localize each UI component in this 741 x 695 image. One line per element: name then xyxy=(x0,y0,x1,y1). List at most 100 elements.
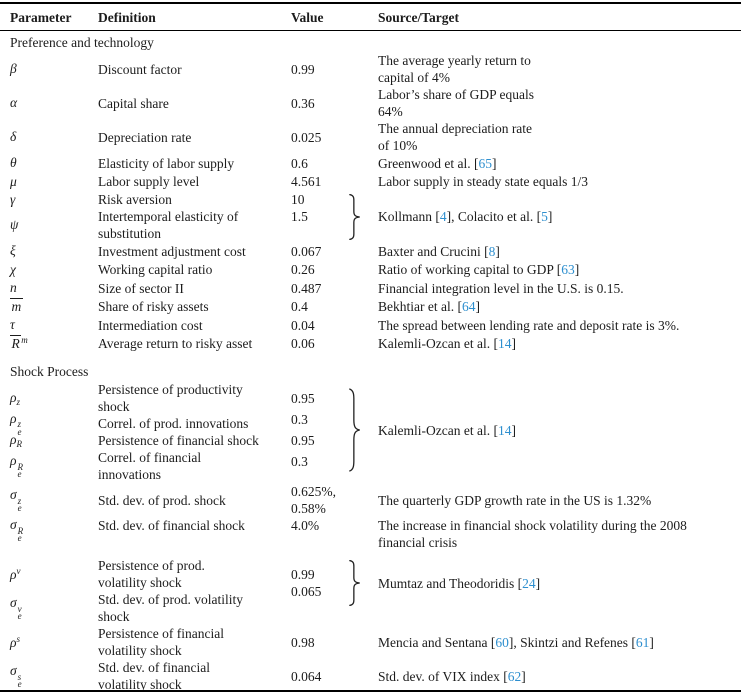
parameter-subscript: e xyxy=(17,533,22,543)
definition-text: Size of sector II xyxy=(98,280,184,296)
parameter-base: ρ xyxy=(10,453,17,469)
citation-link[interactable]: 14 xyxy=(497,336,512,352)
source-text: Std. dev. of VIX index [ xyxy=(378,668,508,684)
group-brace-icon xyxy=(348,388,361,472)
source-text-line: The spread between lending rate and depo… xyxy=(378,317,735,334)
parameter-symbol: τ xyxy=(10,317,15,332)
source-text-line: 64% xyxy=(378,103,735,120)
definition-cell: Persistence of prod. volatility shock Std.… xyxy=(98,557,291,625)
value-cell: 10 1.5 xyxy=(291,191,348,242)
citation-link[interactable]: 60 xyxy=(495,634,509,650)
section-title: Shock Process xyxy=(10,364,89,379)
header-source-target: Source/Target xyxy=(378,10,459,25)
source-cell: Std. dev. of VIX index [62] xyxy=(378,668,735,685)
value-cell: 0.6 xyxy=(291,155,348,172)
parameter-subscript: R xyxy=(16,439,22,449)
citation-link[interactable]: 64 xyxy=(461,299,476,315)
source-text: Greenwood et al. [ xyxy=(378,155,479,171)
source-text: Baxter and Crucini [ xyxy=(378,243,489,259)
definition-text: shock xyxy=(98,399,130,414)
parameter-superscript: R xyxy=(17,461,23,472)
source-text: ] xyxy=(491,155,497,171)
parameter-symbol: μ xyxy=(10,174,17,189)
definition-text: Labor supply level xyxy=(98,174,200,190)
param-cell: μ xyxy=(10,174,98,190)
definition-text: substitution xyxy=(98,226,162,241)
table-row: τ Intermediation cost 0.04 The spread betwe… xyxy=(0,316,741,335)
citation-link[interactable]: 24 xyxy=(522,575,536,591)
definition-text: Correl. of financial xyxy=(98,450,202,465)
param-entry: ρv xyxy=(10,557,98,591)
value-text: 0.99 xyxy=(291,61,315,77)
source-text: Financial integration level in the U.S. … xyxy=(378,280,624,296)
param-cell: n xyxy=(10,280,98,296)
value-cell: 0.064 xyxy=(291,668,348,685)
parameter-subscript: e xyxy=(17,611,22,622)
parameter-symbol: ρv xyxy=(10,566,20,583)
definition-text: Average return to risky asset xyxy=(98,336,253,352)
value-text: 0.3 xyxy=(291,412,308,427)
citation-link[interactable]: 14 xyxy=(497,422,512,438)
value-text: 4.0% xyxy=(291,518,320,533)
brace-cell xyxy=(348,52,378,86)
param-cell: ρv σ v e xyxy=(10,557,98,625)
source-text: ], Skintzi and Refenes [ xyxy=(508,634,636,650)
value-cell: 4.561 xyxy=(291,173,348,190)
definition-cell: Intermediation cost xyxy=(98,317,291,334)
parameter-symbol: ξ xyxy=(10,243,16,258)
parameter-subscript: e xyxy=(17,469,22,480)
parameter-symbol: ρz xyxy=(10,390,20,407)
value-text: 0.95 xyxy=(291,391,315,406)
param-cell: α xyxy=(10,95,98,111)
value-text: 0.98 xyxy=(291,634,315,650)
parameter-base: R xyxy=(11,336,20,352)
definition-cell: Persistence of financial volatility shock xyxy=(98,625,291,659)
citation-link[interactable]: 63 xyxy=(561,262,575,278)
table-row: χ Working capital ratio 0.26 Ratio of worki… xyxy=(0,261,741,280)
parameter-base: m xyxy=(11,299,22,315)
source-text: The annual depreciation rate xyxy=(378,121,533,136)
source-cell: Financial integration level in the U.S. … xyxy=(378,280,735,297)
source-text: Mencia and Sentana [ xyxy=(378,634,496,650)
parameter-base: χ xyxy=(10,261,16,277)
definition-cell: Labor supply level xyxy=(98,173,291,190)
group-brace-icon xyxy=(348,560,361,606)
definition-text: Depreciation rate xyxy=(98,129,192,145)
definition-cell: Std. dev. of financial volatility shock xyxy=(98,659,291,693)
parameter-subscript: e xyxy=(17,679,22,690)
source-text: ] xyxy=(521,668,526,684)
citation-link[interactable]: 4 xyxy=(439,209,447,224)
parameter-base: σ xyxy=(10,517,17,532)
definition-text: Persistence of productivity xyxy=(98,382,243,397)
parameter-symbol: ψ xyxy=(10,217,18,233)
parameter-superscript: m xyxy=(21,335,28,346)
citation-link[interactable]: 8 xyxy=(488,243,496,259)
citation-link[interactable]: 5 xyxy=(541,209,548,224)
table-row: σ s e Std. dev. of financial volatility shoc… xyxy=(0,659,741,693)
definition-cell: Average return to risky asset xyxy=(98,335,291,352)
source-text: Bekhtiar et al. [ xyxy=(378,299,462,315)
citation-link[interactable]: 61 xyxy=(635,634,650,650)
definition-text: Persistence of financial shock xyxy=(98,433,259,448)
citation-link[interactable]: 65 xyxy=(478,155,492,171)
citation-link[interactable]: 62 xyxy=(507,668,522,684)
definition-text: Intertemporal elasticity of xyxy=(98,209,239,224)
table-row: ξ Investment adjustment cost 0.067 Baxter a… xyxy=(0,242,741,261)
source-text-line: capital of 4% xyxy=(378,69,735,86)
value-cell: 0.95 0.3 0.95 0.3 xyxy=(291,379,348,481)
value-text: 0.4 xyxy=(291,299,308,315)
brace-cell xyxy=(348,279,378,298)
brace-cell xyxy=(348,154,378,173)
value-cell: 0.26 xyxy=(291,261,348,278)
value-cell: 0.06 xyxy=(291,335,348,352)
